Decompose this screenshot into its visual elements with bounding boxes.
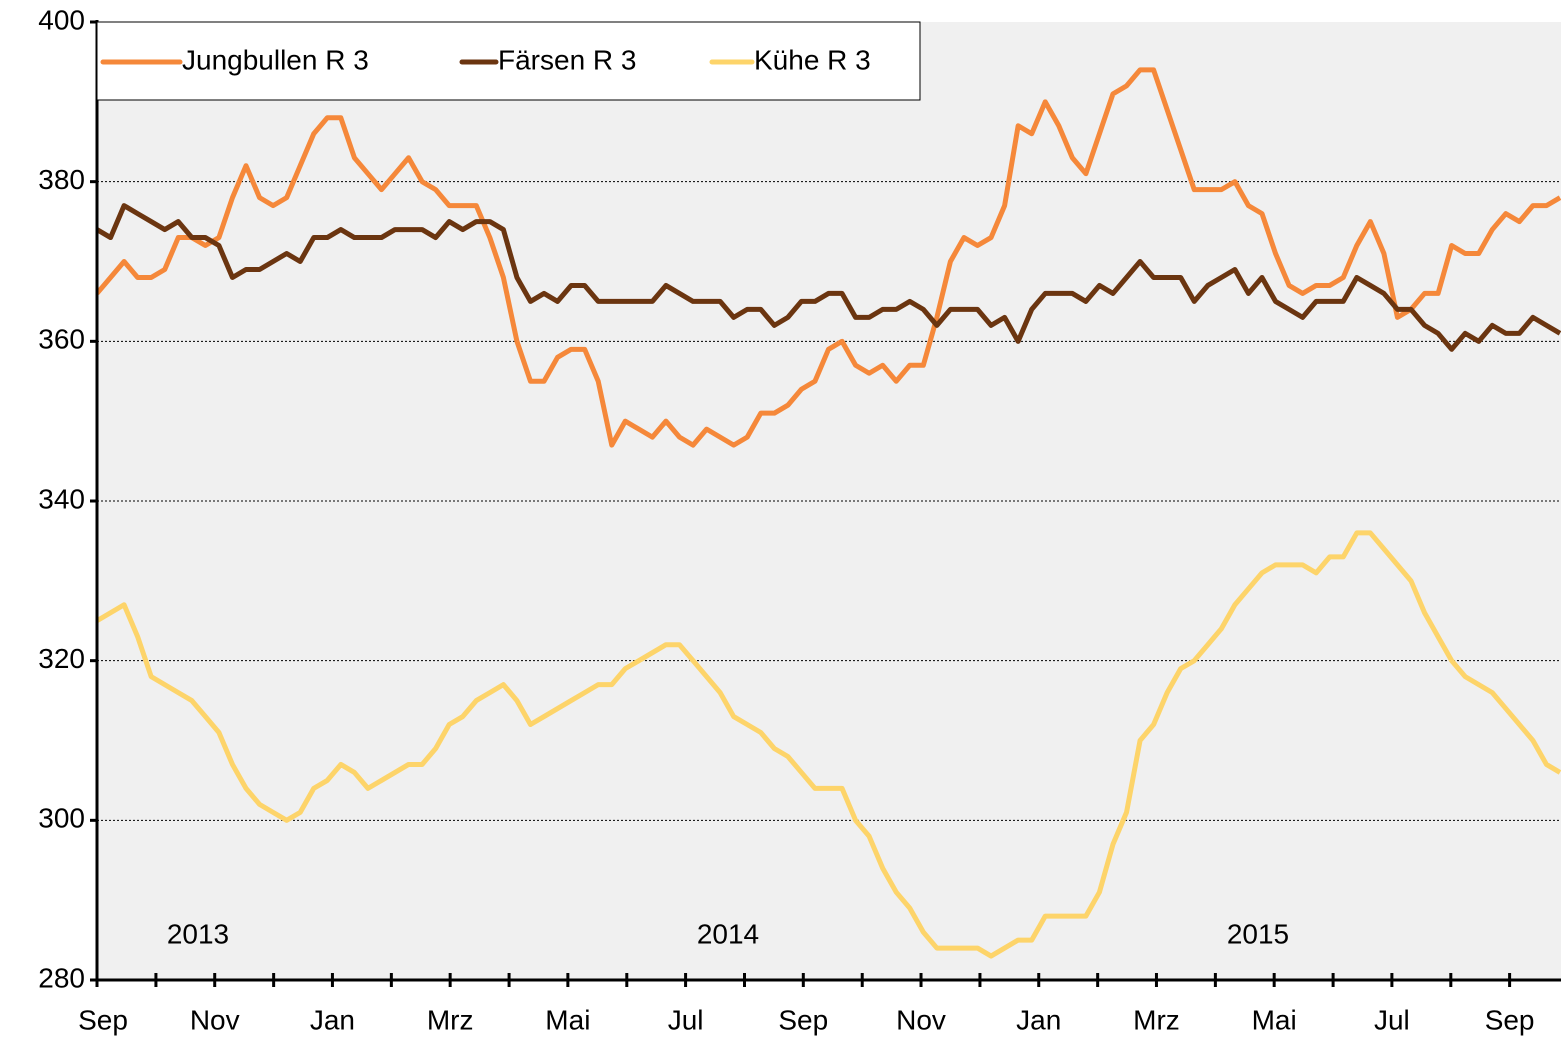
x-tick-label: Sep <box>778 1004 828 1035</box>
x-tick-label: Mai <box>1252 1004 1297 1035</box>
x-tick-label: Nov <box>190 1004 240 1035</box>
x-tick-label: Nov <box>896 1004 946 1035</box>
y-tick-label: 360 <box>38 324 85 355</box>
x-tick-label: Sep <box>1485 1004 1535 1035</box>
x-tick-label: Mrz <box>427 1004 474 1035</box>
legend-box <box>96 21 921 101</box>
legend-label: Jungbullen R 3 <box>182 44 369 75</box>
y-tick-label: 400 <box>38 4 85 35</box>
line-series <box>97 67 1561 448</box>
y-tick-label: 300 <box>38 803 85 834</box>
line-series <box>97 530 1561 959</box>
x-tick-label: Mrz <box>1133 1004 1180 1035</box>
x-tick-label: Jan <box>310 1004 355 1035</box>
y-tick-label: 340 <box>38 483 85 514</box>
x-tick-label: Jan <box>1016 1004 1061 1035</box>
legend-label: Kühe R 3 <box>754 44 871 75</box>
year-label: 2014 <box>697 918 759 949</box>
legend-label: Färsen R 3 <box>498 44 637 75</box>
year-label: 2015 <box>1227 918 1289 949</box>
x-tick-label: Jul <box>1374 1004 1410 1035</box>
year-label: 2013 <box>167 918 229 949</box>
y-tick-label: 320 <box>38 643 85 674</box>
x-tick-label: Sep <box>78 1004 128 1035</box>
line-series <box>97 203 1561 352</box>
y-tick-label: 280 <box>38 962 85 993</box>
series-group <box>97 67 1561 959</box>
x-tick-label: Jul <box>668 1004 704 1035</box>
x-tick-label: Mai <box>545 1004 590 1035</box>
y-tick-label: 380 <box>38 164 85 195</box>
